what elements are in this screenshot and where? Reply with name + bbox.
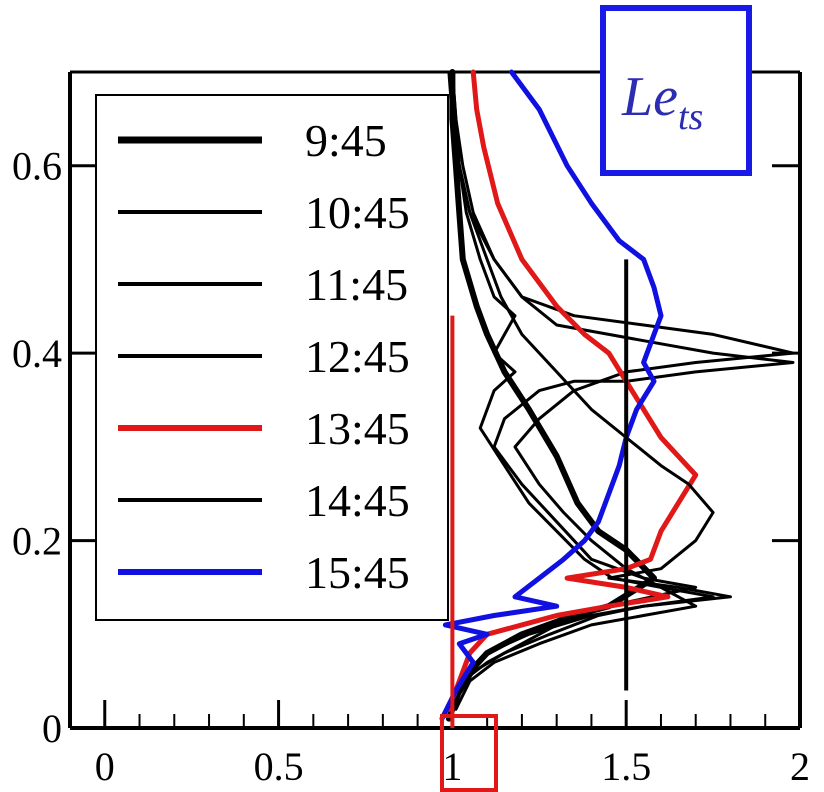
highlight-box: [440, 714, 498, 792]
legend-label: 9:45: [305, 115, 387, 166]
legend: 9:45 10:45 11:45 12:45 13:45 14:45 15:45: [95, 94, 449, 621]
title-frame: [600, 5, 752, 176]
reference-lines: [450, 259, 629, 728]
legend-label: 15:45: [305, 547, 410, 598]
y-tick-label: 0: [42, 706, 62, 751]
x-tick-label: 1.5: [601, 744, 651, 789]
data-series: [439, 69, 795, 722]
y-tick-label: 0.4: [12, 331, 62, 376]
y-tick-label: 0.2: [12, 519, 62, 564]
x-tick-label: 0.5: [254, 744, 304, 789]
series-line-12-45: [450, 70, 715, 702]
legend-label: 12:45: [305, 331, 410, 382]
chart-title: Lets: [621, 66, 703, 138]
x-tick-label: 1: [442, 744, 462, 789]
legend-label: 11:45: [305, 259, 408, 310]
axis-tick-labels: 0 0.5 1 1.5 2 0 0.2 0.4 0.6: [12, 144, 810, 789]
series-line-13-45: [446, 69, 699, 712]
y-tick-label: 0.6: [12, 144, 62, 189]
x-tick-label: 2: [790, 744, 810, 789]
axis-ticks: [69, 164, 802, 730]
series-line-15-45: [439, 69, 664, 722]
legend-label: 10:45: [305, 187, 410, 238]
x-tick-label: 0: [95, 744, 115, 789]
chart-title-subscript: ts: [678, 96, 703, 138]
legend-label: 14:45: [305, 475, 410, 526]
legend-label: 13:45: [305, 403, 410, 454]
series-line-11-45: [450, 70, 795, 711]
series-line-14-45: [450, 70, 732, 702]
axes-frame: [68, 70, 802, 730]
title-box: Lets: [600, 5, 752, 176]
